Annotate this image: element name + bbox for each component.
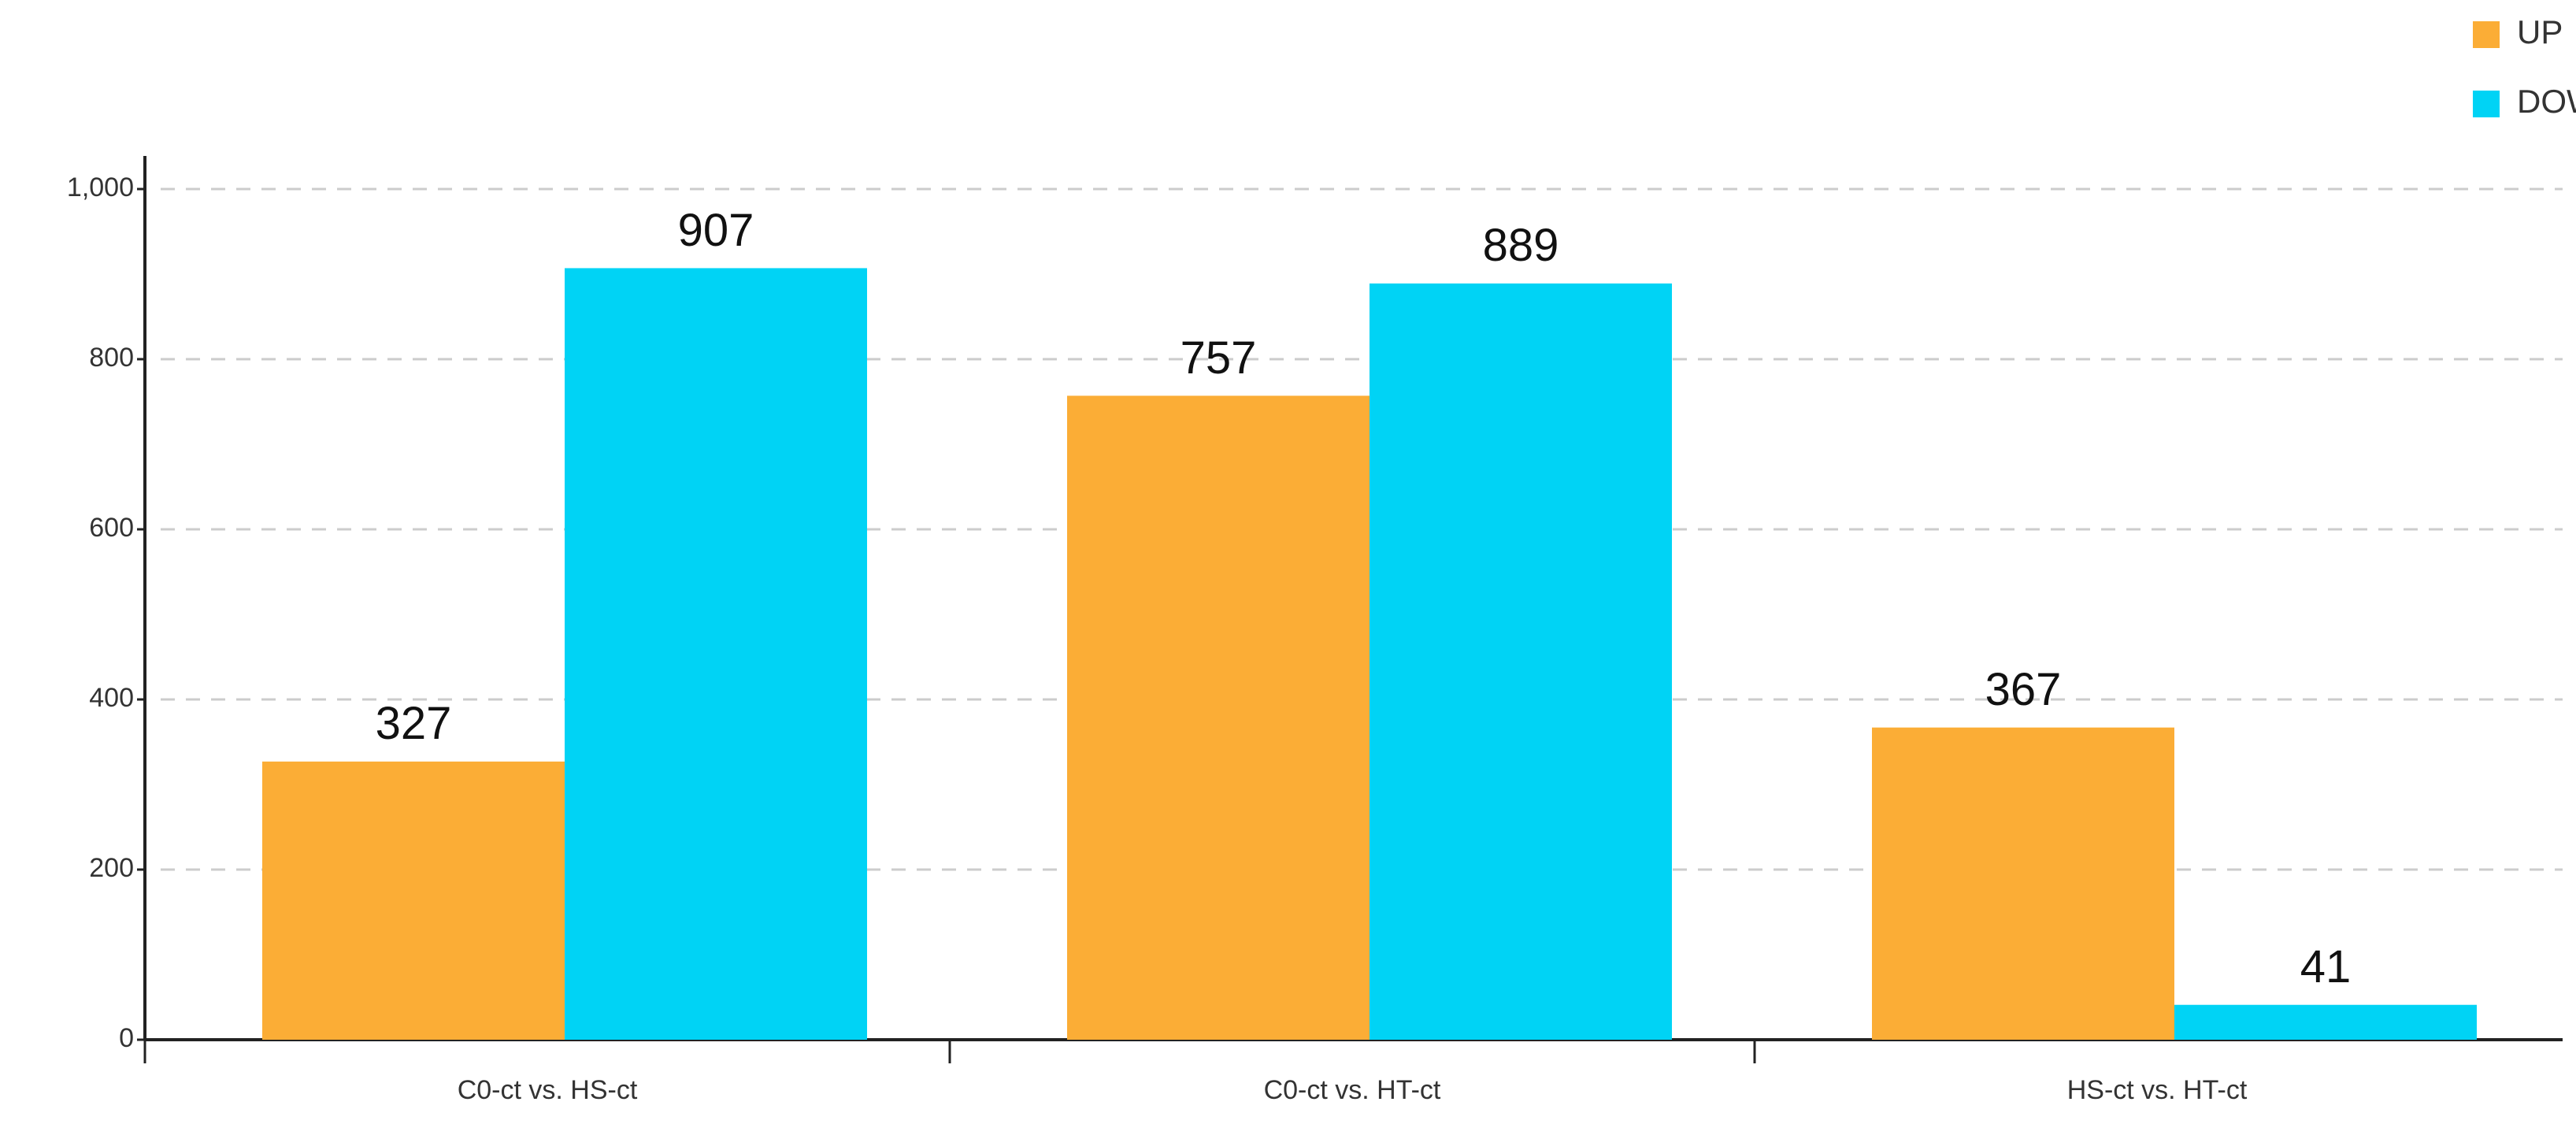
- x-tick-label: C0-ct vs. HT-ct: [1264, 1075, 1441, 1105]
- value-label: 367: [1985, 664, 2062, 715]
- y-tick-label: 200: [89, 853, 134, 883]
- x-tick-label: C0-ct vs. HS-ct: [458, 1075, 638, 1105]
- y-tick-label: 600: [89, 513, 134, 543]
- value-label: 889: [1483, 220, 1559, 271]
- y-tick-label: 1,000: [67, 172, 134, 202]
- bar: [1370, 283, 1672, 1040]
- y-tick-label: 400: [89, 683, 134, 713]
- bar: [1067, 395, 1370, 1040]
- legend-swatch: [2473, 21, 2500, 48]
- value-label: 41: [2300, 941, 2352, 992]
- x-tick-label: HS-ct vs. HT-ct: [2067, 1075, 2248, 1105]
- bar: [1872, 727, 2174, 1040]
- y-tick-label: 0: [119, 1023, 134, 1053]
- y-tick-label: 800: [89, 343, 134, 373]
- value-label: 757: [1181, 332, 1257, 384]
- legend-swatch: [2473, 91, 2500, 117]
- legend-label: UP: [2517, 13, 2563, 50]
- bar: [2174, 1004, 2477, 1040]
- value-label: 327: [376, 698, 452, 749]
- value-label: 907: [678, 205, 754, 256]
- bar: [262, 761, 565, 1040]
- legend-label: DOWN: [2517, 83, 2576, 120]
- bar: [565, 268, 867, 1040]
